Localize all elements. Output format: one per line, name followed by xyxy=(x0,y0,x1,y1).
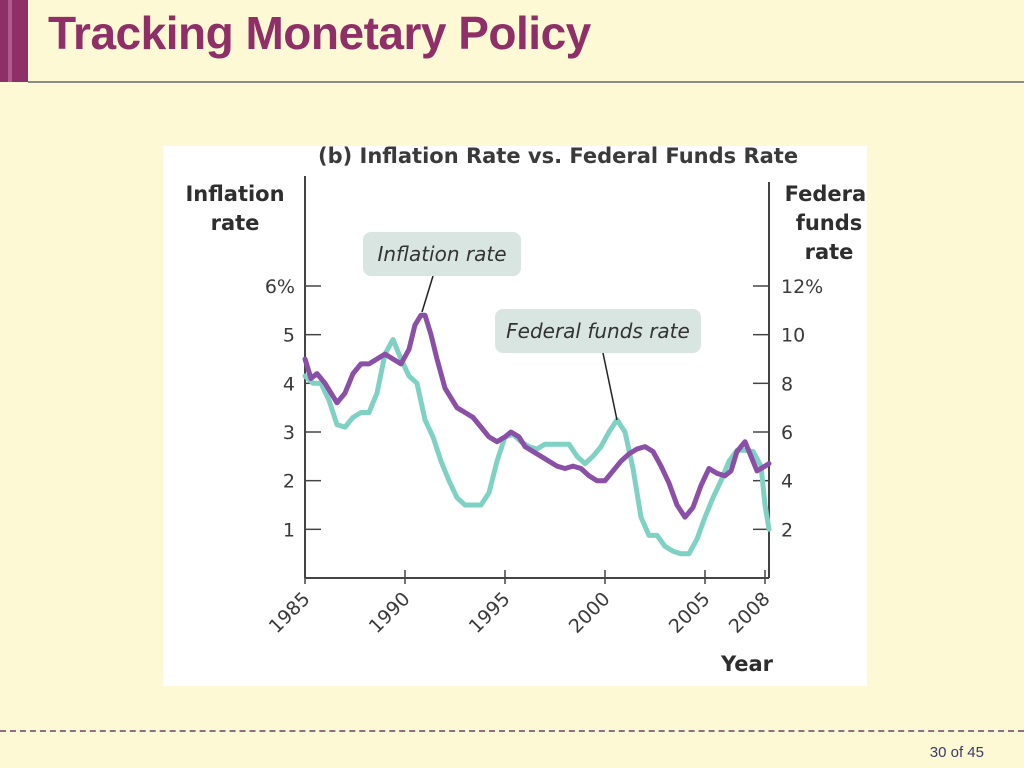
chart-panel: (b) Inflation Rate vs. Federal Funds Rat… xyxy=(163,144,873,686)
left-tick-label: 4 xyxy=(283,373,295,395)
callout-box xyxy=(363,232,521,276)
left-tick-label: 1 xyxy=(283,519,295,541)
callout-box xyxy=(495,309,701,353)
left-tick-label: 2 xyxy=(283,471,295,493)
left-axis-label-line2: rate xyxy=(211,211,260,235)
federal-funds-rate-callout: Federal funds rate xyxy=(495,309,701,421)
left-axis-label-line1: Inflation xyxy=(185,182,284,206)
callout-pointer xyxy=(421,275,434,313)
x-tick-label: 1985 xyxy=(265,588,315,638)
left-tick-label: 3 xyxy=(283,422,295,444)
inflation-rate-line xyxy=(302,312,772,520)
chart-annotations: Inflation rate Federal funds rate xyxy=(363,232,701,421)
left-tick-label: 6% xyxy=(265,276,295,298)
chart-title: (b) Inflation Rate vs. Federal Funds Rat… xyxy=(318,146,798,168)
callout-label: Federal funds rate xyxy=(506,319,690,343)
right-tick-label: 12% xyxy=(781,276,823,298)
right-axis-label-line3: rate xyxy=(805,240,854,264)
x-tick-label: 1995 xyxy=(465,588,515,638)
right-tick-label: 6 xyxy=(781,422,793,444)
right-axis-label-line2: funds xyxy=(796,211,863,235)
page-number: 30 of 45 xyxy=(929,744,984,761)
chart-axes: 1 2 3 4 5 6% 2 4 6 8 10 12% 1985 1990 1995 2000 2005 2008 xyxy=(265,176,823,638)
slide-title: Tracking Monetary Policy xyxy=(48,7,591,59)
x-tick-label: 1990 xyxy=(365,588,415,638)
x-tick-label: 2005 xyxy=(665,588,715,638)
right-axis-label-line1: Federal xyxy=(785,182,867,206)
title-divider xyxy=(28,81,1024,83)
federal-funds-rate-line xyxy=(302,337,772,557)
callout-pointer xyxy=(602,352,618,421)
right-tick-label: 4 xyxy=(781,471,793,493)
callout-label: Inflation rate xyxy=(377,242,506,266)
left-tick-label: 5 xyxy=(283,325,295,347)
inflation-rate-callout: Inflation rate xyxy=(363,232,521,313)
right-tick-label: 8 xyxy=(781,373,793,395)
chart-series xyxy=(302,312,772,557)
right-tick-label: 2 xyxy=(781,519,793,541)
title-accent-bar xyxy=(0,0,28,82)
x-axis-label: Year xyxy=(720,652,774,676)
footer-dashed-rule xyxy=(0,730,1024,732)
right-tick-label: 10 xyxy=(781,325,805,347)
x-tick-label: 2000 xyxy=(565,588,615,638)
x-tick-label: 2008 xyxy=(725,588,775,638)
chart-svg: (b) Inflation Rate vs. Federal Funds Rat… xyxy=(185,144,873,676)
